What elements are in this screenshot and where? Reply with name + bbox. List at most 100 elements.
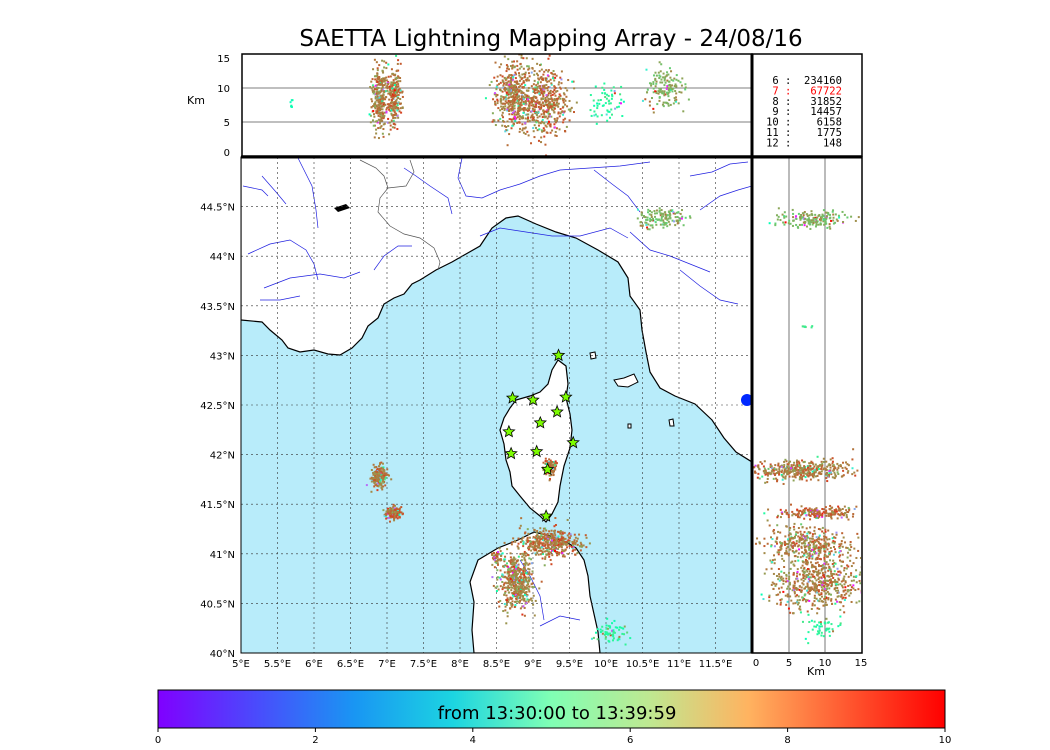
map-source-point	[384, 515, 387, 518]
map-source-point	[495, 560, 498, 563]
right-source-point	[768, 594, 771, 597]
map-y-tick-labels: 40°N40.5°N41°N41.5°N42°N42.5°N43°N43.5°N…	[200, 203, 235, 660]
top-source-point	[555, 127, 558, 130]
top-source-point	[520, 54, 523, 57]
right-source-point	[808, 570, 811, 573]
right-source-point	[788, 581, 791, 584]
top-source-point	[494, 100, 497, 103]
top-source-point	[594, 85, 597, 88]
right-source-point	[797, 510, 800, 513]
right-source-point	[808, 599, 811, 602]
map-source-point	[544, 557, 547, 560]
right-source-point	[821, 507, 824, 510]
right-source-point	[841, 466, 844, 469]
right-source-point	[807, 466, 810, 469]
map-source-point	[393, 504, 396, 507]
top-source-point	[567, 79, 570, 82]
right-source-point	[816, 216, 819, 219]
right-source-point	[800, 217, 803, 220]
top-source-point	[653, 74, 656, 77]
top-source-point	[511, 60, 514, 63]
top-source-point	[674, 96, 677, 99]
map-source-point	[520, 559, 523, 562]
right-source-point	[798, 538, 801, 541]
right-source-point	[828, 551, 831, 554]
map-source-point	[517, 577, 520, 580]
right-source-point	[833, 471, 836, 474]
map-source-point	[520, 538, 523, 541]
right-source-point	[859, 556, 861, 559]
right-source-point	[776, 536, 779, 539]
map-source-point	[382, 467, 385, 470]
top-source-point	[381, 115, 384, 118]
top-source-point	[496, 99, 499, 102]
right-source-point	[797, 559, 800, 562]
map-source-point	[386, 473, 389, 476]
right-source-point	[834, 475, 837, 478]
right-source-point	[786, 465, 789, 468]
top-source-point	[496, 98, 499, 101]
map-source-point	[512, 583, 515, 586]
map-source-point	[514, 578, 517, 581]
top-source-point	[607, 94, 610, 97]
top-source-point	[379, 108, 382, 111]
top-source-point	[666, 79, 669, 82]
top-source-point	[558, 115, 561, 118]
top-source-point	[553, 107, 556, 110]
map-source-point	[522, 605, 525, 608]
right-source-point	[806, 535, 809, 538]
top-source-point	[564, 117, 567, 120]
map-source-point	[507, 572, 510, 575]
right-source-point	[798, 469, 801, 472]
map-source-point	[531, 599, 534, 602]
map-source-point	[618, 635, 621, 638]
top-source-point	[609, 102, 612, 105]
map-source-point	[383, 478, 386, 481]
map-source-point	[528, 590, 531, 593]
map-source-point	[523, 552, 526, 555]
map-source-point	[503, 560, 506, 563]
right-source-point	[804, 476, 807, 479]
top-source-point	[549, 78, 552, 81]
top-source-point	[510, 120, 513, 123]
right-source-point	[821, 215, 824, 218]
right-source-point	[803, 221, 806, 224]
map-source-point	[561, 532, 564, 535]
map-source-point	[612, 629, 615, 632]
right-source-point	[810, 460, 813, 463]
map-source-point	[536, 542, 539, 545]
top-source-point	[393, 105, 396, 108]
top-source-point	[542, 87, 545, 90]
top-source-point	[373, 115, 376, 118]
right-source-point	[846, 547, 849, 550]
top-source-point	[377, 118, 380, 121]
map-source-point	[679, 217, 682, 220]
top-source-point	[652, 107, 655, 110]
top-source-point	[387, 92, 390, 95]
top-source-point	[657, 71, 660, 74]
map-source-point	[680, 209, 683, 212]
map-source-point	[542, 552, 545, 555]
right-source-point	[842, 474, 845, 477]
station-marker	[559, 390, 573, 403]
map-source-point	[542, 530, 545, 533]
right-source-point	[837, 505, 840, 508]
right-source-point	[824, 511, 827, 514]
right-source-point	[827, 583, 830, 586]
right-source-point	[832, 469, 835, 472]
right-source-point	[820, 467, 823, 470]
map-source-point	[505, 562, 508, 565]
map-source-point	[497, 552, 500, 555]
right-source-point	[836, 595, 839, 598]
right-source-point	[790, 503, 793, 506]
chart-title: SAETTA Lightning Mapping Array - 24/08/1…	[299, 26, 802, 52]
right-source-point	[782, 472, 785, 475]
top-source-point	[508, 113, 511, 116]
top-source-point	[678, 90, 681, 93]
top-source-point	[596, 104, 599, 107]
right-source-point	[806, 563, 809, 566]
right-source-point	[815, 567, 818, 570]
map-source-point	[518, 571, 521, 574]
right-source-point	[830, 583, 833, 586]
top-source-point	[518, 118, 521, 121]
